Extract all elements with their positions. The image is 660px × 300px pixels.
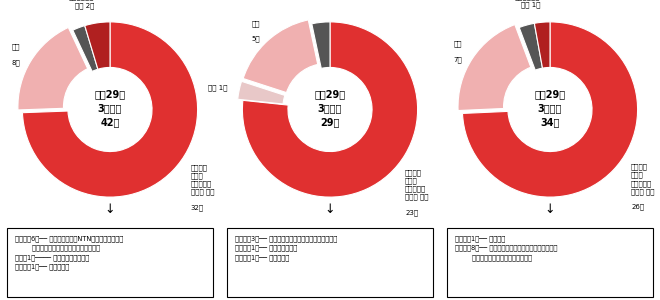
Text: 平成29年
3月卒業
34名: 平成29年 3月卒業 34名: [535, 89, 566, 127]
Wedge shape: [243, 20, 317, 93]
Text: 信州大学
大学院
総合理工学
研究科 進学

26名: 信州大学 大学院 総合理工学 研究科 進学 26名: [631, 164, 655, 210]
Text: 製造系（3）── シナノケンシ、ジャトコ、みずほ工業
情報系（1）── ネットリンクス
公務員（1）── 長野県警察: 製造系（3）── シナノケンシ、ジャトコ、みずほ工業 情報系（1）── ネットリ…: [235, 235, 337, 261]
Wedge shape: [312, 22, 330, 68]
Text: 就職

7名: 就職 7名: [453, 40, 462, 63]
Text: 信州大学
大学院
総合理工学
研究科 進学

32名: 信州大学 大学院 総合理工学 研究科 進学 32名: [191, 164, 214, 211]
FancyBboxPatch shape: [447, 228, 653, 297]
Text: 未定 1名: 未定 1名: [208, 84, 227, 91]
Text: 食品系（1）── はくばく
製造系（8）── アイセロ、三洋化成工業、シミック、
        積水樹脂、セキソー、前田製作所: 食品系（1）── はくばく 製造系（8）── アイセロ、三洋化成工業、シミック、…: [455, 235, 557, 261]
Text: 就職

8名: 就職 8名: [11, 44, 20, 66]
Wedge shape: [463, 22, 638, 197]
Wedge shape: [22, 22, 197, 197]
Text: 平成29年
3月卒業
29名: 平成29年 3月卒業 29名: [314, 89, 346, 127]
Text: 他大学大学院
進学 2名: 他大学大学院 進学 2名: [69, 0, 94, 8]
Wedge shape: [18, 27, 88, 110]
Wedge shape: [84, 22, 110, 69]
Wedge shape: [238, 81, 285, 104]
FancyBboxPatch shape: [7, 228, 213, 297]
Wedge shape: [73, 26, 98, 71]
Wedge shape: [242, 22, 418, 197]
Wedge shape: [458, 25, 531, 110]
Text: 平成29年
3月卒業
42名: 平成29年 3月卒業 42名: [94, 89, 125, 127]
FancyBboxPatch shape: [226, 228, 434, 297]
Wedge shape: [535, 22, 550, 68]
Wedge shape: [519, 23, 543, 70]
Text: 就職

5名: 就職 5名: [251, 20, 259, 43]
Text: 信州大学
大学院
総合理工学
研究科 進学

23名: 信州大学 大学院 総合理工学 研究科 進学 23名: [405, 169, 428, 216]
Text: 他大学大学院
進学 1名: 他大学大学院 進学 1名: [515, 0, 540, 8]
Text: ↓: ↓: [544, 203, 555, 216]
Text: ↓: ↓: [325, 203, 335, 216]
Text: ↓: ↓: [105, 203, 115, 216]
Text: 製造系（6）── アイシン化工、NTN、四国若谷産業、
        信越ポリマー、第一テクノ、バーバス
教員（1）──── 長野県松本第一高校
公務員（1）: 製造系（6）── アイシン化工、NTN、四国若谷産業、 信越ポリマー、第一テクノ…: [15, 235, 123, 270]
